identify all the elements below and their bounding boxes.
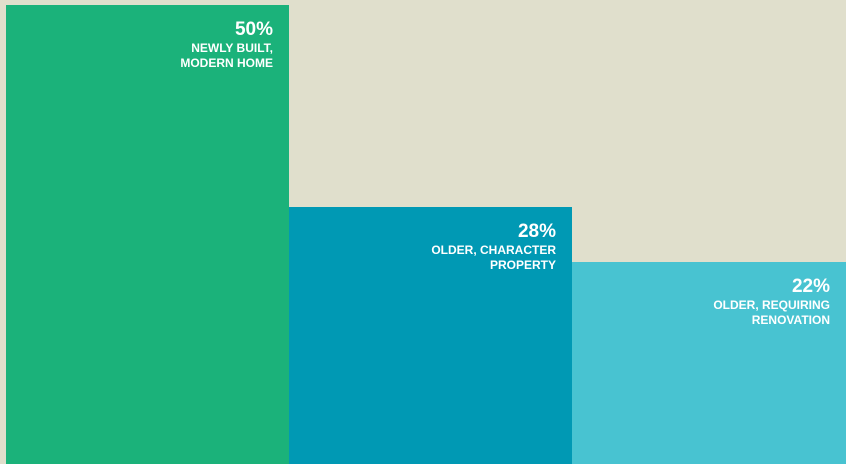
bar: 50% NEWLY BUILT, MODERN HOME: [6, 5, 289, 464]
category-label: OLDER, CHARACTER PROPERTY: [431, 242, 556, 272]
bar: 28% OLDER, CHARACTER PROPERTY: [289, 206, 572, 464]
value-label: 28%: [517, 220, 556, 242]
value-label: 50%: [234, 19, 273, 40]
category-label: OLDER, REQUIRING RENOVATION: [713, 298, 830, 328]
bar: 22% OLDER, REQUIRING RENOVATION: [572, 262, 846, 464]
value-label: 22%: [791, 276, 830, 298]
category-label: NEWLY BUILT, MODERN HOME: [180, 41, 273, 70]
